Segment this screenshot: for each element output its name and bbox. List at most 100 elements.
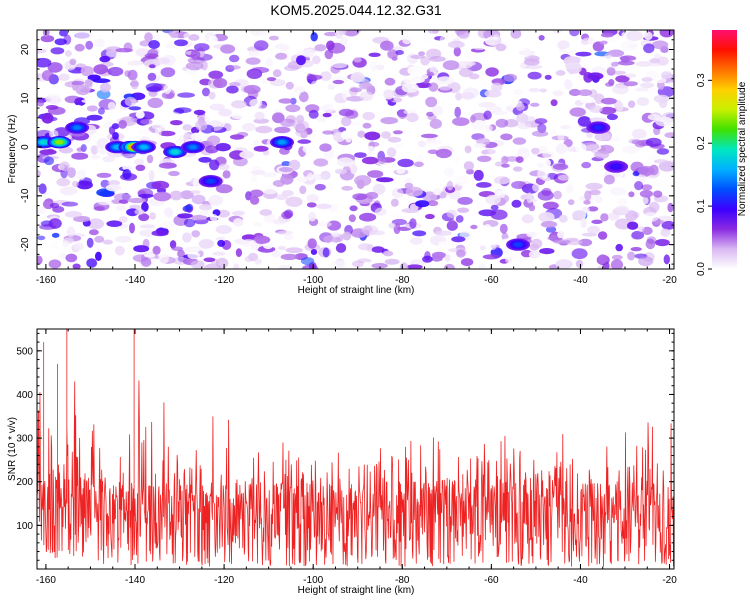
heatmap-cell: [395, 50, 405, 55]
heatmap-cell: [303, 48, 315, 58]
heatmap-cell: [283, 234, 294, 240]
heatmap-cell: [260, 30, 269, 36]
colorbar-tick-label: 0.0: [696, 262, 707, 276]
heatmap-cell: [495, 118, 509, 128]
heatmap-cell: [439, 35, 451, 43]
heatmap-cell: [54, 38, 67, 46]
heatmap-hotspot: [39, 140, 48, 145]
heatmap-cell: [268, 35, 279, 41]
heatmap-cell: [280, 118, 296, 127]
heatmap-cell: [81, 99, 98, 104]
heatmap-cell: [417, 140, 427, 148]
heatmap-cell: [195, 119, 208, 131]
heatmap-cell: [645, 86, 658, 94]
heatmap-cell: [654, 219, 665, 225]
heatmap-cell: [251, 166, 262, 171]
heatmap-cell: [371, 263, 389, 269]
heatmap-cell: [657, 56, 669, 66]
heatmap-cell: [164, 43, 174, 49]
heatmap-cell: [122, 168, 132, 180]
heatmap-cell: [262, 172, 278, 178]
y-tick-label: 500: [16, 346, 33, 357]
x-tick-label: -160: [36, 575, 56, 586]
heatmap-cell: [615, 205, 630, 215]
heatmap-cell: [564, 79, 573, 90]
x-tick-label: -120: [214, 575, 234, 586]
heatmap-cell: [275, 52, 288, 60]
heatmap-cell: [164, 112, 182, 119]
heatmap-cell: [229, 82, 241, 87]
heatmap-cell: [599, 106, 617, 115]
heatmap-cell: [534, 118, 548, 125]
heatmap-hotspot: [612, 164, 621, 169]
heatmap-cell: [170, 120, 183, 126]
heatmap-cell: [324, 49, 334, 60]
heatmap-cell: [139, 229, 156, 237]
heatmap-cell: [527, 71, 542, 80]
heatmap-cell: [106, 220, 123, 227]
heatmap-cell: [531, 238, 543, 249]
heatmap-cell: [266, 77, 277, 82]
heatmap-cell: [174, 39, 188, 47]
heatmap-cell: [99, 82, 111, 93]
heatmap-cell: [426, 71, 435, 77]
heatmap-cell: [495, 43, 507, 52]
heatmap-cell: [120, 153, 137, 158]
heatmap-cell: [177, 249, 185, 258]
heatmap-cell: [427, 200, 439, 207]
heatmap-cell: [253, 118, 270, 124]
heatmap-cell: [84, 79, 93, 87]
heatmap-cell: [435, 148, 452, 159]
heatmap-cell: [140, 118, 153, 125]
heatmap-cell: [425, 96, 438, 108]
y-tick-label: 20: [20, 44, 31, 56]
heatmap-cell: [553, 239, 571, 244]
heatmap-cell: [139, 224, 156, 229]
heatmap-cell: [499, 223, 508, 234]
heatmap-cell: [280, 174, 294, 185]
heatmap-cell: [187, 251, 200, 260]
heatmap-cell: [469, 51, 486, 62]
heatmap-cell: [118, 199, 129, 204]
heatmap-cell: [86, 258, 98, 268]
heatmap-cell: [643, 43, 655, 54]
heatmap-cell: [85, 40, 94, 50]
heatmap-cell: [640, 82, 654, 88]
heatmap-cell: [513, 166, 523, 172]
heatmap-cell: [90, 145, 99, 155]
heatmap-cell: [50, 47, 65, 55]
heatmap-cell: [653, 190, 663, 198]
heatmap-cell: [391, 187, 404, 199]
heatmap-cell: [74, 43, 85, 52]
heatmap-cell: [277, 245, 287, 251]
heatmap-cell: [523, 47, 531, 58]
heatmap-cell: [86, 105, 98, 112]
heatmap-cell: [87, 218, 105, 230]
heatmap-cell: [367, 145, 375, 155]
heatmap-cell: [603, 174, 615, 185]
heatmap-cell: [302, 144, 314, 154]
heatmap-cell: [220, 44, 236, 54]
heatmap-cell: [335, 243, 347, 253]
heatmap-hotspot: [188, 144, 197, 150]
heatmap-cell: [631, 128, 647, 139]
heatmap-cell: [597, 254, 608, 264]
heatmap-cell: [555, 143, 568, 154]
heatmap-cell: [503, 246, 510, 255]
heatmap-cell: [149, 212, 156, 220]
heatmap-cell: [307, 238, 317, 249]
heatmap-cell: [468, 73, 480, 80]
heatmap-cell: [581, 161, 592, 169]
heatmap-cell: [240, 239, 257, 247]
heatmap-cell: [485, 194, 501, 205]
heatmap-cell: [324, 31, 338, 37]
colorbar-scale: [712, 30, 737, 269]
x-tick-label: -100: [303, 575, 323, 586]
heatmap-cell: [41, 112, 54, 124]
heatmap-cell: [47, 148, 55, 154]
heatmap-cell: [636, 173, 647, 183]
heatmap-cell: [146, 154, 154, 164]
heatmap-hotspots: [37, 121, 629, 251]
x-tick-label: -80: [395, 575, 410, 586]
heatmap-cell: [455, 215, 464, 223]
